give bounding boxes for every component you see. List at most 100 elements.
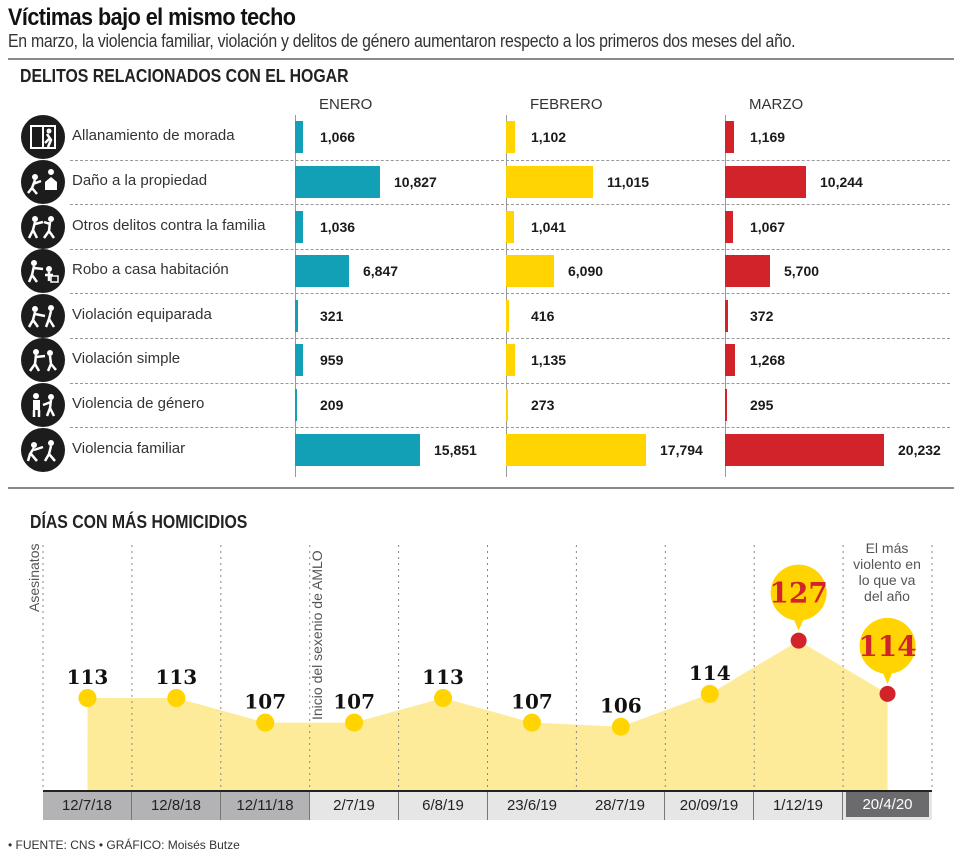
data-value-label: 114	[689, 661, 731, 685]
bar-value-label: 416	[531, 308, 555, 324]
gender-violence-icon	[21, 383, 65, 427]
bar-febrero	[506, 166, 593, 198]
bar-value-label: 1,268	[750, 352, 786, 368]
bar-marzo	[725, 389, 728, 421]
bar-value-label: 11,015	[607, 174, 650, 190]
bar-value-label: 321	[320, 308, 344, 324]
bar-enero	[295, 344, 303, 376]
bar-febrero	[506, 434, 646, 466]
callout-value: 114	[858, 630, 916, 663]
bar-marzo	[725, 434, 884, 466]
bar-enero	[295, 211, 304, 243]
row-separator	[70, 383, 950, 384]
bar-febrero	[506, 255, 554, 287]
bar-febrero	[506, 300, 510, 332]
date-tick-label: 12/8/18	[132, 792, 221, 820]
data-value-label: 107	[244, 690, 286, 714]
bar-value-label: 959	[320, 352, 344, 368]
bar-value-label: 1,102	[531, 129, 567, 145]
data-value-label: 107	[511, 690, 553, 714]
data-point	[256, 713, 275, 732]
data-value-label: 113	[67, 665, 109, 689]
category-label: Otros delitos contra la familia	[72, 217, 266, 234]
bar-chart-title: DELITOS RELACIONADOS CON EL HOGAR	[20, 66, 349, 86]
amlo-annotation: Inicio del sexenio de AMLO	[309, 550, 325, 720]
bar-value-label: 1,169	[750, 129, 786, 145]
category-label: Violencia de género	[72, 395, 205, 412]
burglar-window-icon	[21, 115, 65, 159]
bar-marzo	[725, 344, 735, 376]
data-point	[611, 717, 630, 736]
bar-value-label: 10,827	[394, 174, 437, 190]
bar-enero	[295, 166, 381, 198]
bar-value-label: 10,244	[820, 174, 863, 190]
row-separator	[70, 204, 950, 205]
row-separator	[70, 293, 950, 294]
bar-value-label: 5,700	[784, 263, 820, 279]
bar-marzo	[725, 211, 734, 243]
date-tick-label: 12/7/18	[43, 792, 132, 820]
bar-marzo	[725, 121, 735, 153]
category-label: Daño a la propiedad	[72, 172, 208, 189]
footer-credits: • FUENTE: CNS • GRÁFICO: Moisés Butze	[8, 838, 240, 852]
data-point	[700, 684, 719, 703]
date-tick-label: 20/4/20	[843, 792, 932, 820]
date-tick-label: 2/7/19	[310, 792, 399, 820]
data-point-highlight	[879, 685, 896, 702]
row-separator	[70, 249, 950, 250]
data-value-label: 113	[422, 665, 464, 689]
domestic-violence-icon	[21, 428, 65, 472]
date-tick-label: 23/6/19	[488, 792, 577, 820]
data-point	[78, 689, 97, 707]
area-fill	[87, 640, 888, 790]
y-axis-label: Asesinatos	[26, 543, 42, 612]
bar-marzo	[725, 166, 806, 198]
bar-febrero	[506, 211, 515, 243]
data-value-label: 106	[600, 694, 642, 718]
category-label: Violencia familiar	[72, 440, 186, 457]
bar-value-label: 1,066	[320, 129, 356, 145]
bar-febrero	[506, 121, 515, 153]
bar-value-label: 1,036	[320, 219, 356, 235]
data-point	[522, 713, 541, 732]
line-chart-title: DÍAS CON MÁS HOMICIDIOS	[30, 512, 248, 532]
bar-value-label: 20,232	[898, 442, 941, 458]
axis-line-febrero	[506, 115, 507, 477]
rape-equated-icon	[21, 294, 65, 338]
bar-value-label: 6,090	[568, 263, 604, 279]
date-tick-label: 1/12/19	[754, 792, 843, 820]
page-title: Víctimas bajo el mismo techo	[8, 4, 296, 31]
data-value-label: 107	[333, 690, 375, 714]
rape-simple-icon	[21, 338, 65, 382]
date-tick-label: 28/7/19	[576, 792, 665, 820]
property-damage-icon	[21, 160, 65, 204]
bar-value-label: 1,041	[531, 219, 567, 235]
bar-value-label: 1,067	[750, 219, 786, 235]
bar-enero	[295, 255, 349, 287]
category-label: Violación simple	[72, 350, 181, 367]
callout-bubble	[859, 617, 916, 674]
category-label: Allanamiento de morada	[72, 127, 235, 144]
bar-value-label: 6,847	[363, 263, 399, 279]
row-separator	[70, 427, 950, 428]
date-tick-label: 20/09/19	[665, 792, 754, 820]
bar-value-label: 17,794	[660, 442, 703, 458]
row-separator	[70, 160, 950, 161]
axis-line-enero	[295, 115, 296, 477]
bar-marzo	[725, 300, 728, 332]
date-tick-label: 12/11/18	[221, 792, 310, 820]
page-subtitle: En marzo, la violencia familiar, violaci…	[8, 31, 796, 51]
data-point	[345, 713, 364, 732]
bar-value-label: 209	[320, 397, 344, 413]
bar-enero	[295, 389, 297, 421]
bar-value-label: 1,135	[531, 352, 567, 368]
bar-value-label: 15,851	[434, 442, 477, 458]
bar-enero	[295, 121, 304, 153]
bar-value-label: 295	[750, 397, 774, 413]
category-label: Robo a casa habitación	[72, 261, 229, 278]
bar-marzo	[725, 255, 770, 287]
bar-value-label: 273	[531, 397, 555, 413]
bar-febrero	[506, 389, 509, 421]
bar-enero	[295, 300, 298, 332]
bar-enero	[295, 434, 420, 466]
